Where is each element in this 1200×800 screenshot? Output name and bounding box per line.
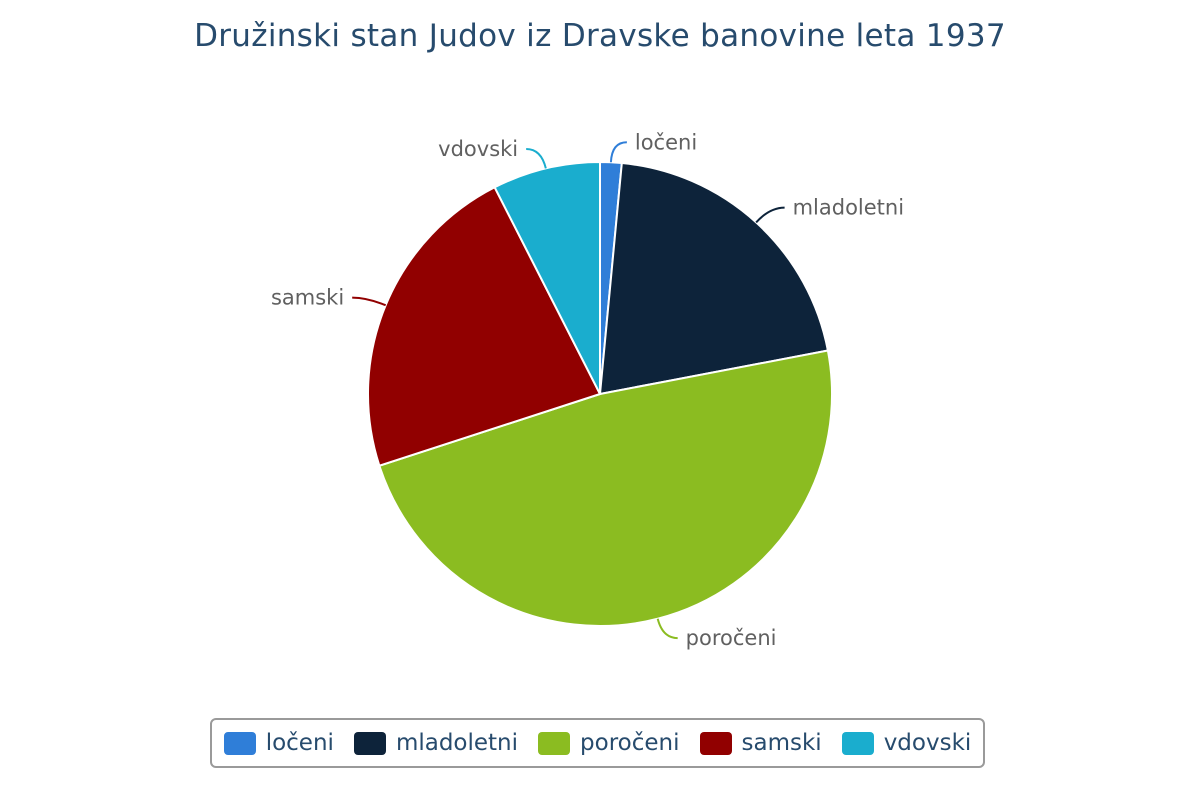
connector-poroceni xyxy=(656,618,678,640)
pie-slices xyxy=(367,160,833,627)
legend-swatch xyxy=(353,731,386,755)
connector-vdovski xyxy=(526,147,547,169)
pie-slice-mladoletni[interactable] xyxy=(598,161,830,396)
legend-swatch xyxy=(538,731,571,755)
data-label-samski: samski xyxy=(271,286,344,310)
legend-swatch xyxy=(223,731,256,755)
legend-item-poroceni[interactable]: poročeni xyxy=(538,730,680,756)
legend-label: samski xyxy=(741,730,822,756)
legend-swatch xyxy=(841,731,874,755)
connector-mladoletni xyxy=(755,206,785,224)
data-label-poroceni: poročeni xyxy=(686,626,777,650)
connector-samski xyxy=(352,296,387,307)
label-connectors xyxy=(352,141,785,640)
data-labels: ločeni mladoletni poročeni samski vdovski xyxy=(271,130,904,650)
chart-title: Družinski stan Judov iz Dravske banovine… xyxy=(194,18,1006,54)
data-label-loceni: ločeni xyxy=(635,130,697,154)
legend-label: poročeni xyxy=(580,730,680,756)
pie-slice-vdovski[interactable] xyxy=(493,160,601,395)
legend-item-mladoletni[interactable]: mladoletni xyxy=(353,730,519,756)
legend-swatch xyxy=(699,731,732,755)
pie-chart: ločeni mladoletni poročeni samski vdovski xyxy=(271,130,904,650)
legend-item-loceni[interactable]: ločeni xyxy=(223,730,334,756)
legend-item-samski[interactable]: samski xyxy=(699,730,822,756)
connector-loceni xyxy=(609,141,627,163)
data-label-vdovski: vdovski xyxy=(438,137,518,161)
legend-label: ločeni xyxy=(265,730,334,756)
data-label-mladoletni: mladoletni xyxy=(793,196,904,220)
legend-item-vdovski[interactable]: vdovski xyxy=(841,730,972,756)
legend: ločeni mladoletni poročeni samski vdovski xyxy=(210,718,985,768)
legend-label: mladoletni xyxy=(395,730,519,756)
legend-label: vdovski xyxy=(883,730,972,756)
